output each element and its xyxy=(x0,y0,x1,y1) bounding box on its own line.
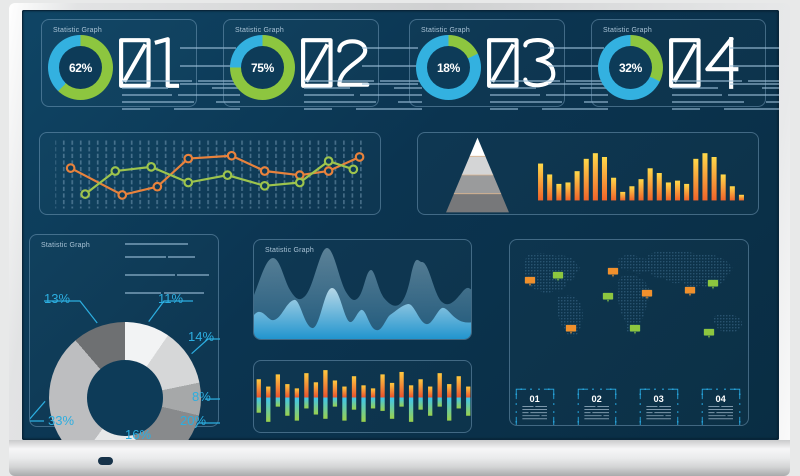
svg-text:03: 03 xyxy=(654,394,664,404)
svg-text:02: 02 xyxy=(592,394,602,404)
svg-text:04: 04 xyxy=(716,394,727,404)
svg-text:01: 01 xyxy=(530,394,540,404)
